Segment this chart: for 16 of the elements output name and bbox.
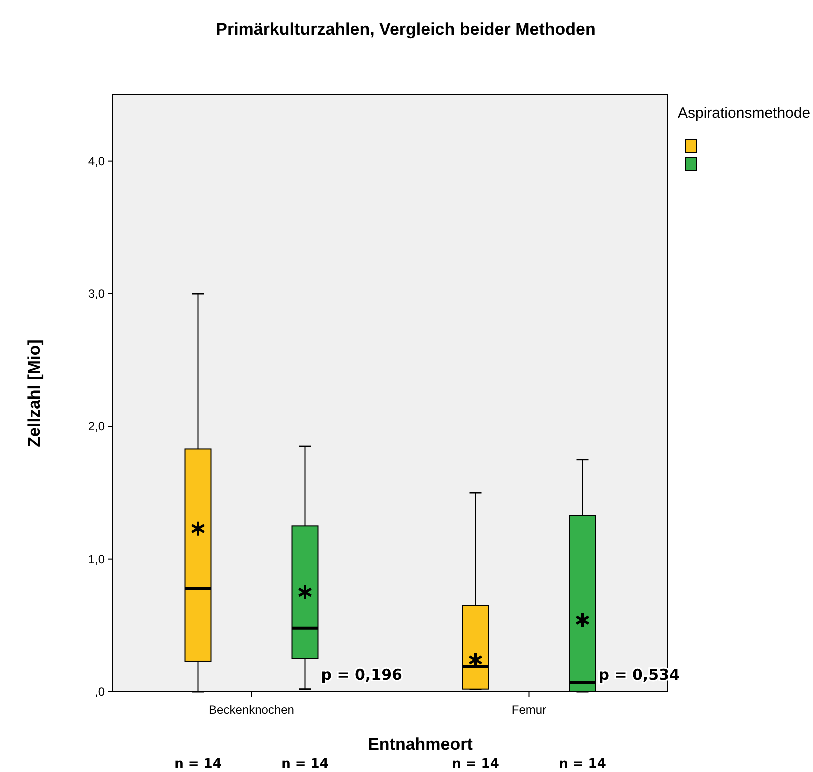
y-tick-label: 2,0 — [88, 420, 106, 434]
text: n = 14 — [174, 757, 222, 772]
chart-title: Primärkulturzahlen, Vergleich beider Methoden — [216, 20, 596, 39]
x-tick-label: Femur — [512, 703, 547, 717]
y-tick-label: 1,0 — [88, 552, 106, 566]
y-axis-title: Zellzahl [Mio] — [25, 340, 44, 448]
y-tick-label: ,0 — [94, 685, 106, 699]
x-axis-title: Entnahmeort — [368, 735, 474, 754]
text: n = 14 — [452, 757, 500, 772]
y-tick-label: 4,0 — [88, 154, 106, 168]
annotation: p = 0,196 — [321, 666, 402, 684]
x-tick-label: Beckenknochen — [209, 703, 294, 717]
text: n = 14 — [282, 757, 329, 772]
legend-title: Aspirationsmethode — [678, 105, 811, 122]
text: n = 14 — [559, 757, 606, 772]
y-tick-label: 3,0 — [88, 287, 106, 301]
